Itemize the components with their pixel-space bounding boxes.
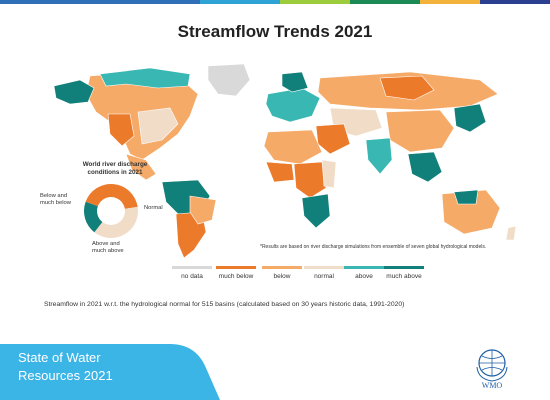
legend-swatch — [216, 266, 256, 269]
region-siberia — [379, 75, 435, 101]
region-southern-africa — [301, 193, 331, 229]
map-legend: no data much below below normal above mu… — [172, 266, 432, 290]
map-footnote: *Results are based on river discharge si… — [260, 244, 487, 250]
legend-item-no-data: no data — [172, 266, 212, 280]
region-east-africa — [321, 159, 337, 189]
region-brazil — [189, 195, 217, 225]
inset-label-below: Below and much below — [40, 193, 71, 207]
inset-label-below-line2: much below — [40, 200, 71, 206]
legend-label: no data — [181, 273, 203, 280]
region-india — [365, 137, 393, 175]
world-map — [53, 64, 517, 259]
figure-caption: Streamflow in 2021 w.r.t. the hydrologic… — [44, 301, 405, 308]
wmo-logo-icon — [476, 349, 508, 382]
footer-title: State of Water Resources 2021 — [18, 349, 198, 385]
legend-item-above: above — [344, 266, 384, 280]
legend-swatch — [344, 266, 384, 269]
legend-label: below — [273, 273, 291, 280]
region-china — [385, 109, 455, 153]
region-middle-east — [315, 123, 351, 155]
region-europe — [265, 87, 321, 123]
inset-label-above-line1: Above and — [92, 241, 120, 247]
legend-swatch — [304, 266, 344, 269]
region-central-africa — [293, 161, 327, 199]
strip-segment — [200, 0, 280, 4]
region-scandinavia — [281, 71, 309, 93]
region-greenland — [207, 64, 251, 97]
region-australia-north — [453, 189, 479, 205]
inset-label-above: Above and much above — [92, 241, 124, 255]
region-mexico — [125, 153, 157, 181]
legend-item-normal: normal — [304, 266, 344, 280]
legend-label: above — [355, 273, 373, 280]
region-east-asia — [453, 103, 487, 133]
region-canada-north — [99, 67, 191, 89]
region-new-zealand — [505, 225, 517, 241]
strip-segment — [420, 0, 480, 4]
donut-hole — [97, 197, 125, 225]
legend-label: much above — [386, 273, 422, 280]
footer-band — [0, 344, 220, 400]
strip-segment — [480, 0, 550, 4]
legend-swatch — [262, 266, 302, 269]
inset-label-above-line2: much above — [92, 248, 124, 254]
inset-title-line2: conditions in 2021 — [87, 169, 143, 176]
region-alaska — [53, 79, 95, 105]
legend-label: normal — [314, 273, 334, 280]
legend-item-below: below — [262, 266, 302, 280]
inset-title: World river discharge conditions in 2021 — [70, 161, 160, 177]
region-australia — [441, 189, 501, 235]
region-southeast-asia — [407, 151, 443, 183]
page-title: Streamflow Trends 2021 — [177, 22, 373, 41]
wmo-logo-text: WMO — [481, 381, 503, 390]
footer-title-line2: Resources 2021 — [18, 368, 113, 383]
legend-item-much-below: much below — [216, 266, 256, 280]
inset-label-below-line1: Below and — [40, 193, 68, 199]
region-north-africa — [263, 129, 323, 165]
region-us-east — [137, 107, 179, 145]
strip-segment — [0, 0, 200, 4]
inset-label-normal: Normal — [144, 205, 163, 211]
legend-swatch — [384, 266, 424, 269]
top-color-strip — [0, 0, 550, 4]
strip-segment — [350, 0, 420, 4]
region-us-west — [107, 113, 135, 147]
region-west-africa — [265, 161, 295, 183]
strip-segment — [280, 0, 350, 4]
inset-title-line1: World river discharge — [82, 161, 148, 168]
footer-band-shape — [0, 344, 220, 400]
legend-label: much below — [218, 273, 254, 280]
footer-title-line1: State of Water — [18, 350, 101, 365]
legend-item-much-above: much above — [384, 266, 424, 280]
inset-donut-chart — [84, 184, 138, 238]
legend-swatch — [172, 266, 212, 269]
